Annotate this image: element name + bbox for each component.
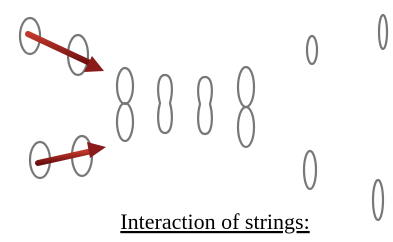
string-ring: [117, 103, 133, 141]
string-ring: [238, 107, 254, 147]
string-loop: [198, 77, 212, 134]
string-ring: [304, 151, 316, 189]
arrow: [28, 34, 104, 72]
string-ring: [117, 68, 133, 104]
diagram: Interaction of strings:: [0, 0, 393, 242]
caption: Interaction of strings:: [120, 209, 309, 234]
string-loop: [158, 75, 172, 133]
string-ring: [379, 15, 387, 49]
string-ring: [238, 67, 254, 107]
string-ring: [307, 36, 317, 64]
string-ring: [373, 180, 383, 220]
